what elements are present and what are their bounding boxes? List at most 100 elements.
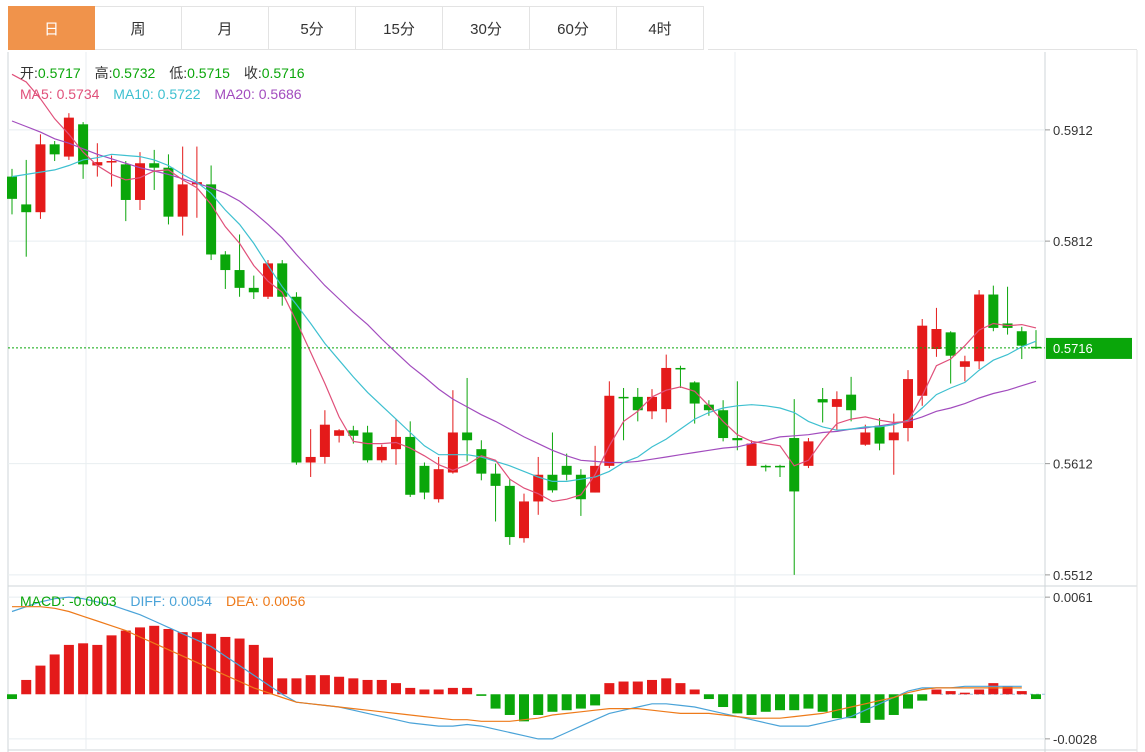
macd-bar [917,694,928,701]
macd-bar [831,694,842,719]
macd-bar [1031,694,1041,700]
candle-body [689,382,700,404]
ma-info: MA5: 0.5734 MA10: 0.5722 MA20: 0.5686 [20,86,312,102]
candle-body [817,399,828,403]
macd-bar [988,683,999,695]
tab-2[interactable]: 月 [182,6,269,50]
candle-body [462,432,473,441]
candle-body [703,404,714,411]
macd-bar [732,694,743,714]
tab-1[interactable]: 周 [95,6,182,50]
candle-body [746,443,757,466]
close-value: 0.5716 [261,65,305,81]
candle-body [63,117,74,157]
macd-bar [277,678,288,695]
ma5-label: MA5: [20,86,57,102]
candle-body [263,263,273,297]
tab-7[interactable]: 4时 [617,6,704,50]
candle-body [675,367,686,370]
macd-bar [462,687,473,695]
macd-bar [120,630,131,695]
macd-bar [163,628,174,695]
candle-body [234,270,245,288]
candle-body [988,294,999,328]
candle-body [519,501,529,539]
candle-body [604,395,615,466]
candle-body [177,184,188,217]
candle-body [7,176,17,199]
candle-body [561,465,572,475]
macd-bar [177,632,188,695]
candle-body [831,399,842,407]
candle-body [775,465,785,468]
macd-bar [405,687,416,695]
candle-body [305,456,316,463]
candle-body [21,204,32,213]
ma20-line [11,120,1037,464]
macd-bar [689,689,700,695]
macd-bar [888,694,899,715]
candle-body [547,474,558,491]
candle-body [149,163,160,168]
macd-bar [647,679,657,695]
candle-body [874,425,885,444]
macd-bar [817,694,828,712]
macd-bar [391,683,401,695]
close-label: 收: [243,65,262,81]
candle-body [632,396,643,411]
candle-body [803,441,814,466]
candle-body [376,446,387,461]
tab-0[interactable]: 日 [8,6,95,50]
candle-body [291,296,302,463]
macd-bar [547,694,558,712]
ma10-value: 0.5722 [157,86,201,102]
macd-bar [604,683,615,695]
macd-bar [789,694,800,711]
candle-body [433,469,444,500]
macd-bar [305,675,316,695]
candle-body [661,367,672,410]
tab-4[interactable]: 15分 [356,6,443,50]
macd-bar [92,644,103,695]
candle-body [888,432,899,441]
candle-body [945,332,956,356]
candle-body [106,161,117,163]
macd-bar [206,633,217,695]
macd-bar [590,694,601,706]
macd-bar [248,644,259,695]
macd-bar [519,694,529,722]
ma10-line [11,153,1037,482]
price-tick-label-0: 0.5912 [1053,123,1093,138]
price-tick-label-1: 0.5812 [1053,234,1093,249]
macd-bar [846,694,857,719]
candle-body [248,287,259,293]
candle-body [533,474,544,502]
candle-body [931,329,942,350]
candle-body [846,394,857,411]
candle-body [1016,331,1027,346]
tab-5[interactable]: 30分 [443,6,530,50]
last-price-tag [1046,337,1132,359]
price-tick-label-2: 0.5612 [1053,457,1093,472]
macd-bar [675,683,686,695]
macd-bar [718,694,729,708]
macd-bar [433,689,444,695]
macd-bar [618,681,629,695]
dea-label: DEA: [225,593,263,609]
candle-body [959,361,970,367]
low-label: 低: [169,65,188,81]
macd-bar [1002,686,1013,695]
macd-bar [874,694,885,720]
macd-label: MACD: [20,593,69,609]
last-price-label: 0.5716 [1053,341,1093,356]
candle-body [718,410,729,439]
macd-bar [561,694,572,711]
tab-3[interactable]: 5分 [269,6,356,50]
tab-6[interactable]: 60分 [530,6,617,50]
candle-body [917,325,928,396]
ohlc-info: 开:0.5717 高:0.5732 低:0.5715 收:0.5716 [20,63,315,83]
macd-bar [533,694,544,715]
macd-bar [974,689,985,695]
macd-bar [291,678,302,695]
